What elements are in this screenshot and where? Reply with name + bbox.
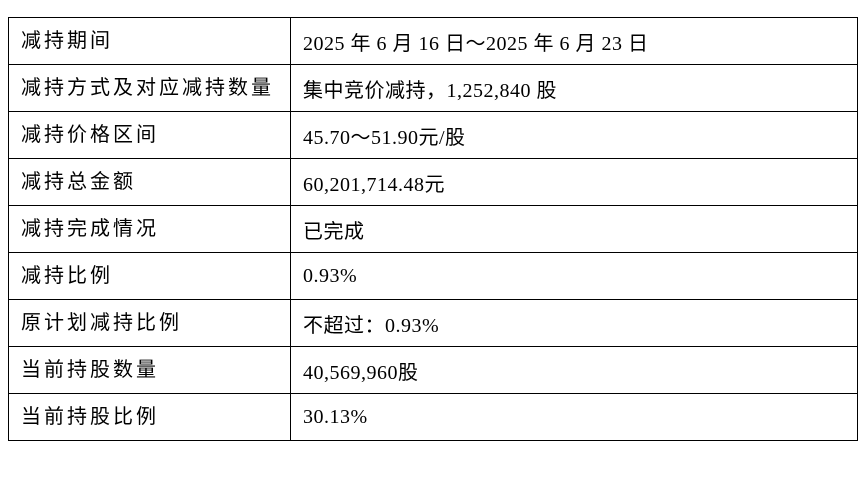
row-value: 0.93%	[290, 252, 858, 300]
row-value: 不超过：0.93%	[290, 299, 858, 347]
row-value: 60,201,714.48元	[290, 158, 858, 206]
row-value: 45.70～51.90元/股	[290, 111, 858, 159]
row-value: 已完成	[290, 205, 858, 253]
row-label: 当前持股比例	[8, 393, 291, 441]
table-row: 减持价格区间 45.70～51.90元/股	[8, 111, 858, 159]
row-label: 当前持股数量	[8, 346, 291, 394]
table-row: 当前持股比例 30.13%	[8, 393, 858, 441]
row-label: 减持比例	[8, 252, 291, 300]
row-label: 减持完成情况	[8, 205, 291, 253]
table-row: 原计划减持比例 不超过：0.93%	[8, 299, 858, 347]
table-row: 减持期间 2025 年 6 月 16 日～2025 年 6 月 23 日	[8, 17, 858, 65]
row-label: 减持方式及对应减持数量	[8, 64, 291, 112]
row-label: 减持总金额	[8, 158, 291, 206]
table-row: 减持方式及对应减持数量 集中竞价减持，1,252,840 股	[8, 64, 858, 112]
table-row: 减持总金额 60,201,714.48元	[8, 158, 858, 206]
row-value: 30.13%	[290, 393, 858, 441]
row-label: 原计划减持比例	[8, 299, 291, 347]
row-label: 减持价格区间	[8, 111, 291, 159]
table-row: 减持比例 0.93%	[8, 252, 858, 300]
table-row: 减持完成情况 已完成	[8, 205, 858, 253]
row-value: 2025 年 6 月 16 日～2025 年 6 月 23 日	[290, 17, 858, 65]
table-row: 当前持股数量 40,569,960股	[8, 346, 858, 394]
row-label: 减持期间	[8, 17, 291, 65]
row-value: 集中竞价减持，1,252,840 股	[290, 64, 858, 112]
row-value: 40,569,960股	[290, 346, 858, 394]
table-body: 减持期间 2025 年 6 月 16 日～2025 年 6 月 23 日减持方式及…	[8, 17, 858, 441]
info-table: 减持期间 2025 年 6 月 16 日～2025 年 6 月 23 日减持方式及…	[8, 17, 858, 441]
